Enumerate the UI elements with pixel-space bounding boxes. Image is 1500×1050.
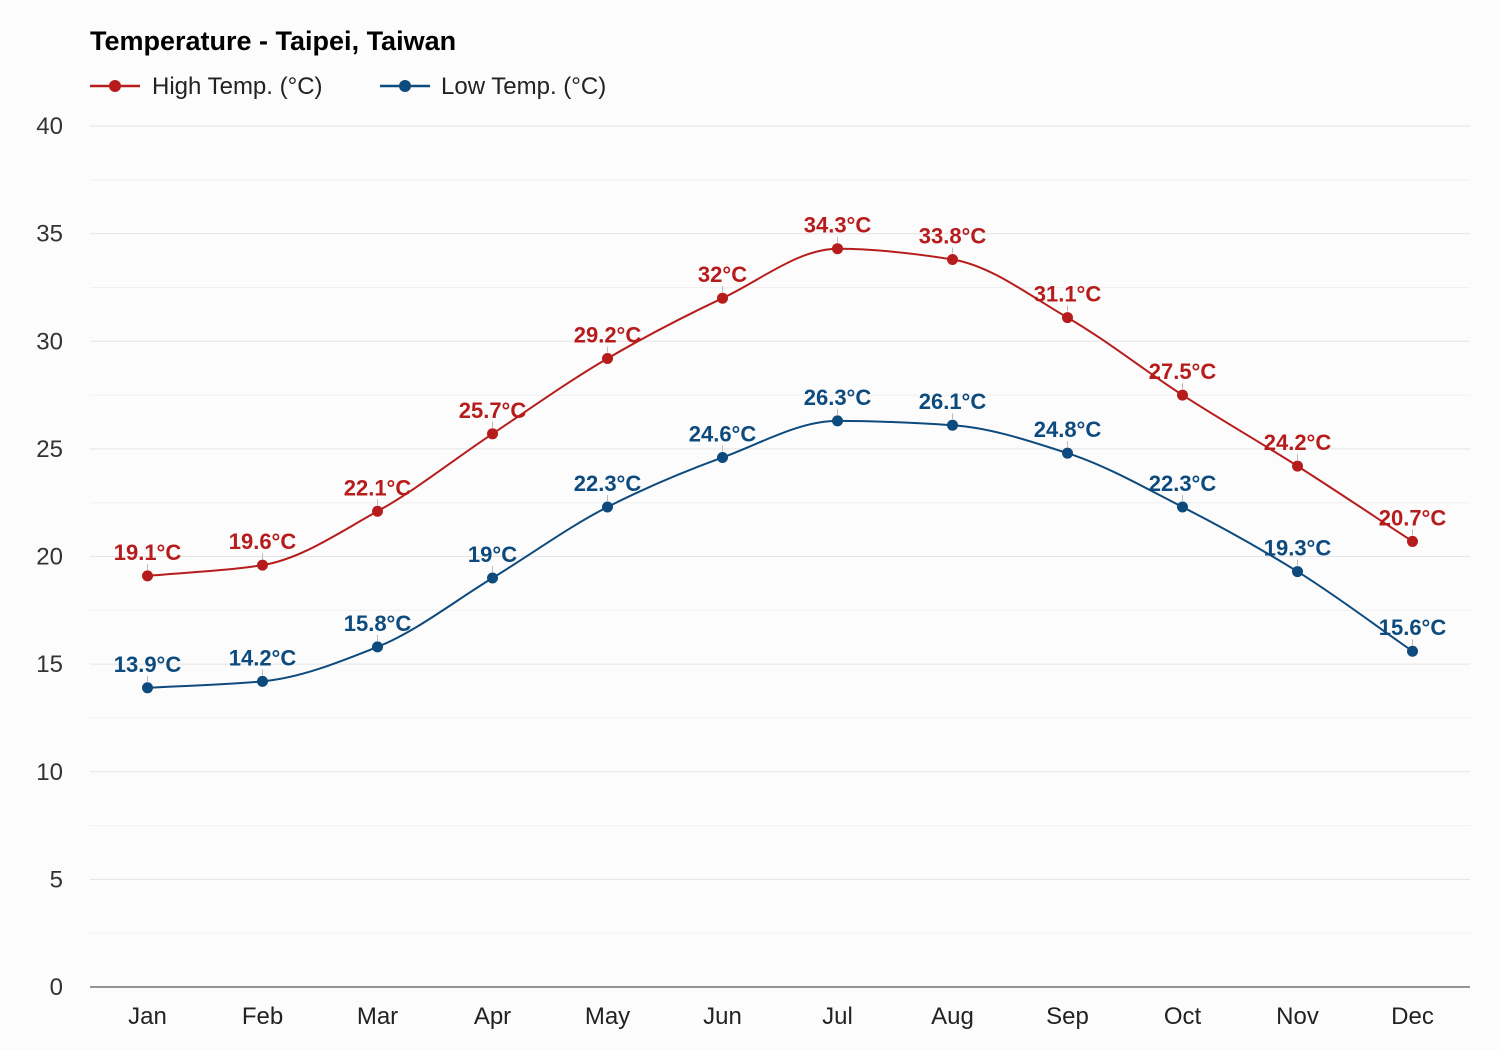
data-point[interactable] bbox=[717, 292, 728, 304]
y-tick-label: 10 bbox=[36, 759, 63, 786]
x-tick-label: Jan bbox=[128, 1003, 167, 1030]
data-point[interactable] bbox=[1062, 312, 1073, 324]
legend-marker-dot bbox=[109, 80, 121, 92]
data-label: 24.2°C bbox=[1264, 430, 1332, 455]
data-label: 15.8°C bbox=[344, 611, 412, 636]
data-label: 24.8°C bbox=[1034, 417, 1102, 442]
x-tick-label: Sep bbox=[1046, 1003, 1089, 1030]
series-layer: 19.1°C 19.6°C 22.1°C 25.7°C 29.2°C 32°C 34.3°C… bbox=[114, 213, 1447, 694]
x-tick-label: Mar bbox=[357, 1003, 398, 1030]
series-high-temp: 19.1°C 19.6°C 22.1°C 25.7°C 29.2°C 32°C 34.3°C… bbox=[114, 213, 1447, 582]
data-label: 24.6°C bbox=[689, 421, 757, 446]
data-point[interactable] bbox=[372, 505, 383, 517]
data-point[interactable] bbox=[717, 451, 728, 463]
data-point[interactable] bbox=[832, 243, 843, 255]
data-label: 19.3°C bbox=[1264, 536, 1332, 561]
data-label: 26.3°C bbox=[804, 385, 872, 410]
x-tick-label: Oct bbox=[1164, 1003, 1202, 1030]
data-point[interactable] bbox=[832, 415, 843, 427]
data-point[interactable] bbox=[487, 572, 498, 584]
data-point[interactable] bbox=[1407, 535, 1418, 547]
data-label: 29.2°C bbox=[574, 322, 642, 347]
y-tick-label: 20 bbox=[36, 544, 63, 571]
data-point[interactable] bbox=[142, 570, 153, 582]
data-label: 26.1°C bbox=[919, 389, 987, 414]
data-label: 22.1°C bbox=[344, 475, 412, 500]
legend-item-low[interactable]: Low Temp. (°C) bbox=[380, 73, 606, 100]
data-label: 22.3°C bbox=[1149, 471, 1217, 496]
data-label: 34.3°C bbox=[804, 213, 872, 238]
data-label: 31.1°C bbox=[1034, 282, 1102, 307]
data-point[interactable] bbox=[1292, 566, 1303, 578]
x-tick-label: Dec bbox=[1391, 1003, 1434, 1030]
data-label: 27.5°C bbox=[1149, 359, 1217, 384]
data-point[interactable] bbox=[602, 501, 613, 513]
x-tick-label: Aug bbox=[931, 1003, 974, 1030]
data-point[interactable] bbox=[947, 253, 958, 265]
data-label: 14.2°C bbox=[229, 645, 297, 670]
data-point[interactable] bbox=[142, 682, 153, 694]
data-label: 19.6°C bbox=[229, 529, 297, 554]
data-label: 25.7°C bbox=[459, 398, 527, 423]
y-axis: 0 5 10 15 20 25 30 35 40 bbox=[36, 113, 63, 1001]
data-point[interactable] bbox=[1407, 645, 1418, 657]
data-point[interactable] bbox=[602, 352, 613, 364]
data-label: 33.8°C bbox=[919, 223, 987, 248]
y-tick-label: 25 bbox=[36, 436, 63, 463]
legend-item-high[interactable]: High Temp. (°C) bbox=[90, 73, 323, 100]
y-tick-label: 0 bbox=[50, 974, 63, 1001]
x-tick-label: Feb bbox=[242, 1003, 283, 1030]
chart-title: Temperature - Taipei, Taiwan bbox=[90, 26, 456, 56]
grid bbox=[90, 125, 1470, 934]
data-point[interactable] bbox=[257, 559, 268, 571]
data-point[interactable] bbox=[1177, 389, 1188, 401]
data-point[interactable] bbox=[372, 641, 383, 653]
y-tick-label: 15 bbox=[36, 651, 63, 678]
data-point[interactable] bbox=[257, 675, 268, 687]
x-tick-label: Jul bbox=[822, 1003, 853, 1030]
y-tick-label: 40 bbox=[36, 113, 63, 140]
data-point[interactable] bbox=[947, 419, 958, 431]
x-tick-label: Nov bbox=[1276, 1003, 1319, 1030]
y-tick-label: 5 bbox=[50, 866, 63, 893]
x-tick-label: Jun bbox=[703, 1003, 742, 1030]
data-point[interactable] bbox=[1177, 501, 1188, 513]
x-tick-label: Apr bbox=[474, 1003, 511, 1030]
data-label: 32°C bbox=[698, 262, 747, 287]
x-axis: Jan Feb Mar Apr May Jun Jul Aug Sep Oct Nov Dec bbox=[90, 986, 1470, 1030]
legend-label-high: High Temp. (°C) bbox=[152, 73, 323, 100]
legend-label-low: Low Temp. (°C) bbox=[441, 73, 606, 100]
data-label: 19°C bbox=[468, 542, 517, 567]
data-point[interactable] bbox=[487, 428, 498, 440]
series-line bbox=[147, 247, 1414, 577]
y-tick-label: 30 bbox=[36, 328, 63, 355]
data-label: 13.9°C bbox=[114, 652, 182, 677]
data-point[interactable] bbox=[1062, 447, 1073, 459]
y-tick-label: 35 bbox=[36, 221, 63, 248]
data-label: 20.7°C bbox=[1379, 505, 1447, 530]
legend: High Temp. (°C) Low Temp. (°C) bbox=[90, 73, 606, 100]
data-label: 19.1°C bbox=[114, 540, 182, 565]
series-line bbox=[147, 419, 1414, 689]
series-low-temp: 13.9°C 14.2°C 15.8°C 19°C 22.3°C 24.6°C 26.3°C… bbox=[114, 385, 1447, 694]
data-point[interactable] bbox=[1292, 460, 1303, 472]
legend-marker-dot bbox=[399, 80, 411, 92]
data-label: 22.3°C bbox=[574, 471, 642, 496]
data-label: 15.6°C bbox=[1379, 615, 1447, 640]
x-tick-label: May bbox=[585, 1003, 630, 1030]
